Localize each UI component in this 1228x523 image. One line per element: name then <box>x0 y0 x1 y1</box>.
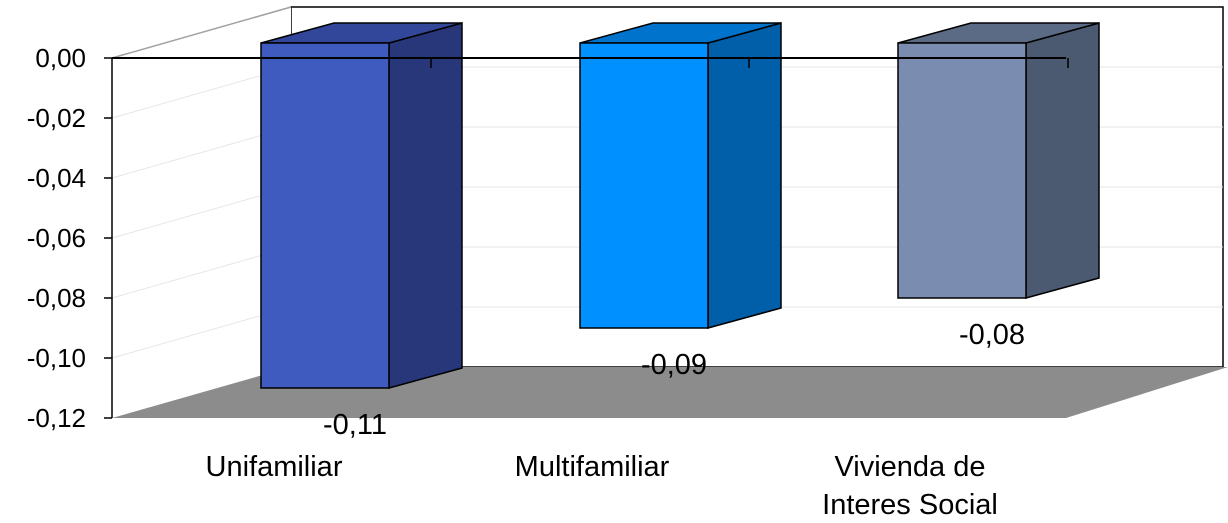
y-tick-label: -0,08 <box>27 283 86 313</box>
category-label: Multifamiliar <box>515 451 670 483</box>
y-tick-label: -0,06 <box>27 223 86 253</box>
bar-side-face <box>388 22 463 389</box>
y-axis <box>104 57 113 419</box>
bar-side-face <box>1025 22 1100 299</box>
category-labels: Unifamiliar Multifamiliar Vivienda de Inter… <box>206 451 998 521</box>
side-wall-top-edge <box>111 6 292 59</box>
category-label: Vivienda de Interes Social <box>822 451 998 521</box>
data-label: -0,09 <box>641 349 707 381</box>
bar-side-face <box>707 22 782 329</box>
bar <box>897 22 1100 299</box>
category-label-line: Unifamiliar <box>206 451 343 483</box>
y-tick-label: -0,02 <box>27 103 86 133</box>
y-tick-label: -0,12 <box>27 403 86 433</box>
bar <box>260 22 463 389</box>
y-tick-label: -0,10 <box>27 343 86 373</box>
category-label-line: Vivienda de <box>834 451 985 483</box>
y-tick-label: 0,00 <box>35 43 86 73</box>
bar <box>579 22 782 329</box>
y-tick-labels: 0,00 -0,02 -0,04 -0,06 -0,08 -0,10 -0,12 <box>27 43 86 433</box>
data-labels: -0,11 -0,09 -0,08 <box>323 319 1025 441</box>
bar-front-face <box>897 42 1027 299</box>
bar-front-face <box>260 42 390 389</box>
bars <box>260 22 1100 389</box>
data-label: -0,11 <box>323 409 387 441</box>
category-label-line: Interes Social <box>822 489 998 521</box>
baseline-ticks <box>430 58 1069 68</box>
bar-front-face <box>579 42 709 329</box>
y-tick-label: -0,04 <box>27 163 86 193</box>
category-label: Unifamiliar <box>206 451 343 483</box>
category-label-line: Multifamiliar <box>515 451 670 483</box>
data-label: -0,08 <box>959 319 1025 351</box>
